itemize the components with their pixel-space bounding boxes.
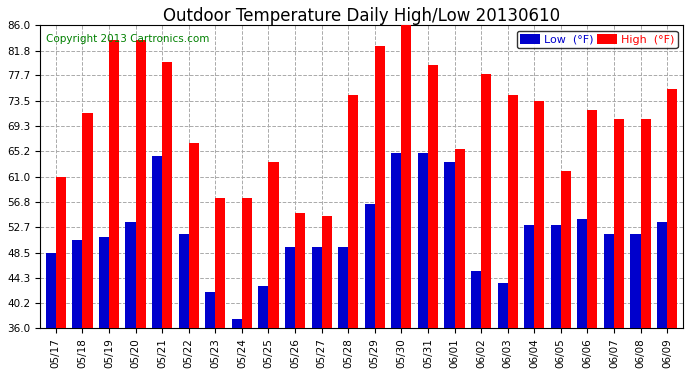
Bar	[215, 198, 226, 328]
Bar	[534, 101, 544, 328]
Bar	[365, 204, 375, 328]
Bar	[189, 143, 199, 328]
Bar	[508, 95, 518, 328]
Bar	[258, 286, 268, 328]
Bar	[242, 198, 252, 328]
Bar	[152, 156, 162, 328]
Bar	[56, 177, 66, 328]
Title: Outdoor Temperature Daily High/Low 20130610: Outdoor Temperature Daily High/Low 20130…	[163, 7, 560, 25]
Bar	[561, 171, 571, 328]
Bar	[82, 113, 92, 328]
Bar	[418, 153, 428, 328]
Bar	[614, 119, 624, 328]
Bar	[99, 237, 109, 328]
Bar	[232, 320, 242, 328]
Bar	[311, 246, 322, 328]
Bar	[391, 153, 402, 328]
Bar	[295, 213, 305, 328]
Bar	[179, 234, 189, 328]
Bar	[109, 40, 119, 328]
Bar	[640, 119, 651, 328]
Bar	[375, 46, 385, 328]
Bar	[455, 150, 464, 328]
Bar	[587, 110, 598, 328]
Bar	[285, 246, 295, 328]
Bar	[72, 240, 82, 328]
Bar	[604, 234, 614, 328]
Bar	[444, 162, 455, 328]
Bar	[657, 222, 667, 328]
Bar	[497, 283, 508, 328]
Bar	[322, 216, 332, 328]
Bar	[428, 64, 438, 328]
Bar	[136, 40, 146, 328]
Bar	[46, 253, 56, 328]
Bar	[205, 292, 215, 328]
Bar	[162, 62, 172, 328]
Bar	[402, 22, 411, 328]
Bar	[126, 222, 136, 328]
Bar	[471, 271, 481, 328]
Bar	[338, 246, 348, 328]
Bar	[551, 225, 561, 328]
Bar	[631, 234, 640, 328]
Bar	[348, 95, 358, 328]
Bar	[481, 74, 491, 328]
Legend: Low  (°F), High  (°F): Low (°F), High (°F)	[517, 31, 678, 48]
Bar	[268, 162, 279, 328]
Bar	[524, 225, 534, 328]
Bar	[667, 89, 677, 328]
Bar	[578, 219, 587, 328]
Text: Copyright 2013 Cartronics.com: Copyright 2013 Cartronics.com	[46, 34, 210, 44]
